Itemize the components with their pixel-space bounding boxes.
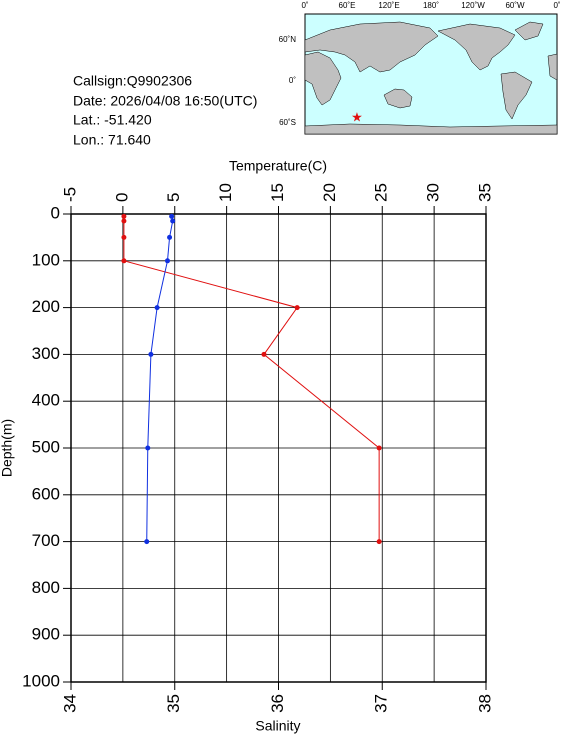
y-tick-label: 700 <box>32 531 60 550</box>
float-position-star: ★ <box>351 109 363 124</box>
map-lon-label: 60˚W <box>505 1 525 10</box>
x2-tick-label: 35 <box>164 694 183 713</box>
y-tick-label: 500 <box>32 437 60 456</box>
map-lon-label: 120˚E <box>378 1 399 10</box>
y-axis-title: Depth(m) <box>0 419 15 477</box>
x-tick-label: 10 <box>216 183 235 202</box>
x2-tick-label: 34 <box>60 694 79 713</box>
y-tick-label: 200 <box>32 297 60 316</box>
y-tick-label: 800 <box>32 578 60 597</box>
x2-tick-label: 37 <box>372 694 391 713</box>
map-land <box>304 21 558 135</box>
map-lon-label: 0˚ <box>301 1 308 10</box>
map-lon-label: 180˚ <box>423 1 439 10</box>
y-tick-label: 300 <box>32 344 60 363</box>
latitude: Lat.: -51.420 <box>73 112 152 128</box>
map-lat-label: 60˚S <box>279 118 296 127</box>
profile-point <box>169 213 175 219</box>
map-lat-label: 60˚N <box>279 35 297 44</box>
profile-point <box>261 351 267 357</box>
x-tick-label: 25 <box>372 183 391 202</box>
profile-point <box>144 539 150 545</box>
x2-axis-title: Salinity <box>255 718 300 734</box>
y-tick-label: 100 <box>32 250 60 269</box>
profile-line <box>123 216 380 542</box>
x-tick-label: 0 <box>112 193 131 202</box>
profile-point <box>121 218 127 224</box>
longitude: Lon.: 71.640 <box>73 132 151 148</box>
map-lon-label: 60˚E <box>339 1 356 10</box>
profile-point <box>164 258 170 264</box>
y-tick-label: 900 <box>32 625 60 644</box>
date: Date: 2026/04/08 16:50(UTC) <box>73 93 257 109</box>
profile-point <box>121 213 127 219</box>
profile-point <box>121 258 127 264</box>
y-tick-label: 600 <box>32 484 60 503</box>
profile-point <box>376 445 382 451</box>
profile-point <box>145 445 151 451</box>
profile-point <box>121 234 127 240</box>
map-lat-label: 0˚ <box>289 76 296 85</box>
x-axis-title: Temperature(C) <box>229 158 327 174</box>
x-tick-label: 5 <box>164 193 183 202</box>
profile-point <box>294 305 300 311</box>
y-tick-label: 1000 <box>22 671 60 690</box>
profile-point <box>170 218 176 224</box>
profile-point <box>154 305 160 311</box>
profile-point <box>376 539 382 545</box>
map-lon-label: 120˚W <box>461 1 485 10</box>
callsign: Callsign:Q9902306 <box>73 73 192 89</box>
x-tick-label: 15 <box>268 183 287 202</box>
profile-point <box>167 234 173 240</box>
map-lon-label: 0˚ <box>553 1 560 10</box>
x-tick-label: 35 <box>475 183 494 202</box>
profile-point <box>148 351 154 357</box>
x2-tick-label: 36 <box>268 694 287 713</box>
y-tick-label: 400 <box>32 391 60 410</box>
x-tick-label: -5 <box>60 187 79 202</box>
x2-tick-label: 38 <box>475 694 494 713</box>
profile-line <box>146 216 174 542</box>
x-tick-label: 30 <box>424 183 443 202</box>
y-tick-label: 0 <box>51 203 60 222</box>
world-map: ★ <box>304 13 558 135</box>
x-tick-label: 20 <box>320 183 339 202</box>
